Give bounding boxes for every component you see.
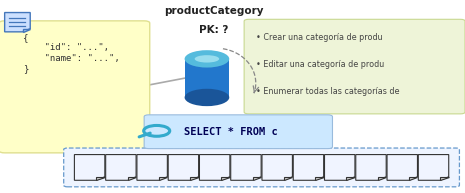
- Polygon shape: [284, 177, 292, 180]
- Polygon shape: [252, 177, 261, 180]
- FancyBboxPatch shape: [244, 19, 465, 114]
- Text: productCategory: productCategory: [164, 6, 264, 16]
- Polygon shape: [22, 29, 30, 32]
- Polygon shape: [387, 155, 418, 180]
- Ellipse shape: [195, 55, 219, 63]
- Text: • Editar una categoría de produ: • Editar una categoría de produ: [256, 60, 384, 69]
- FancyBboxPatch shape: [0, 21, 150, 153]
- Polygon shape: [356, 155, 386, 180]
- Text: • Crear una categoría de produ: • Crear una categoría de produ: [256, 33, 382, 42]
- Polygon shape: [378, 177, 386, 180]
- Polygon shape: [325, 155, 355, 180]
- Polygon shape: [159, 177, 167, 180]
- Ellipse shape: [185, 50, 229, 68]
- Polygon shape: [293, 155, 324, 180]
- Polygon shape: [137, 155, 167, 180]
- Polygon shape: [221, 177, 230, 180]
- Text: • Enumerar todas las categorías de: • Enumerar todas las categorías de: [256, 87, 399, 96]
- Text: {
    "id": "...",
    "name": "...",
}: { "id": "...", "name": "...", }: [23, 33, 120, 73]
- FancyBboxPatch shape: [144, 115, 332, 149]
- Polygon shape: [74, 155, 105, 180]
- Polygon shape: [418, 155, 449, 180]
- Polygon shape: [231, 155, 261, 180]
- Ellipse shape: [185, 89, 229, 106]
- FancyBboxPatch shape: [64, 148, 459, 187]
- FancyBboxPatch shape: [185, 59, 229, 97]
- Polygon shape: [190, 177, 199, 180]
- Polygon shape: [262, 155, 292, 180]
- Polygon shape: [5, 13, 30, 32]
- Text: PK: ?: PK: ?: [199, 25, 229, 35]
- Polygon shape: [127, 177, 136, 180]
- Polygon shape: [409, 177, 418, 180]
- Polygon shape: [106, 155, 136, 180]
- Text: SELECT * FROM c: SELECT * FROM c: [184, 127, 278, 137]
- Polygon shape: [96, 177, 105, 180]
- Polygon shape: [315, 177, 324, 180]
- Polygon shape: [168, 155, 199, 180]
- Polygon shape: [199, 155, 230, 180]
- Polygon shape: [346, 177, 355, 180]
- Polygon shape: [440, 177, 449, 180]
